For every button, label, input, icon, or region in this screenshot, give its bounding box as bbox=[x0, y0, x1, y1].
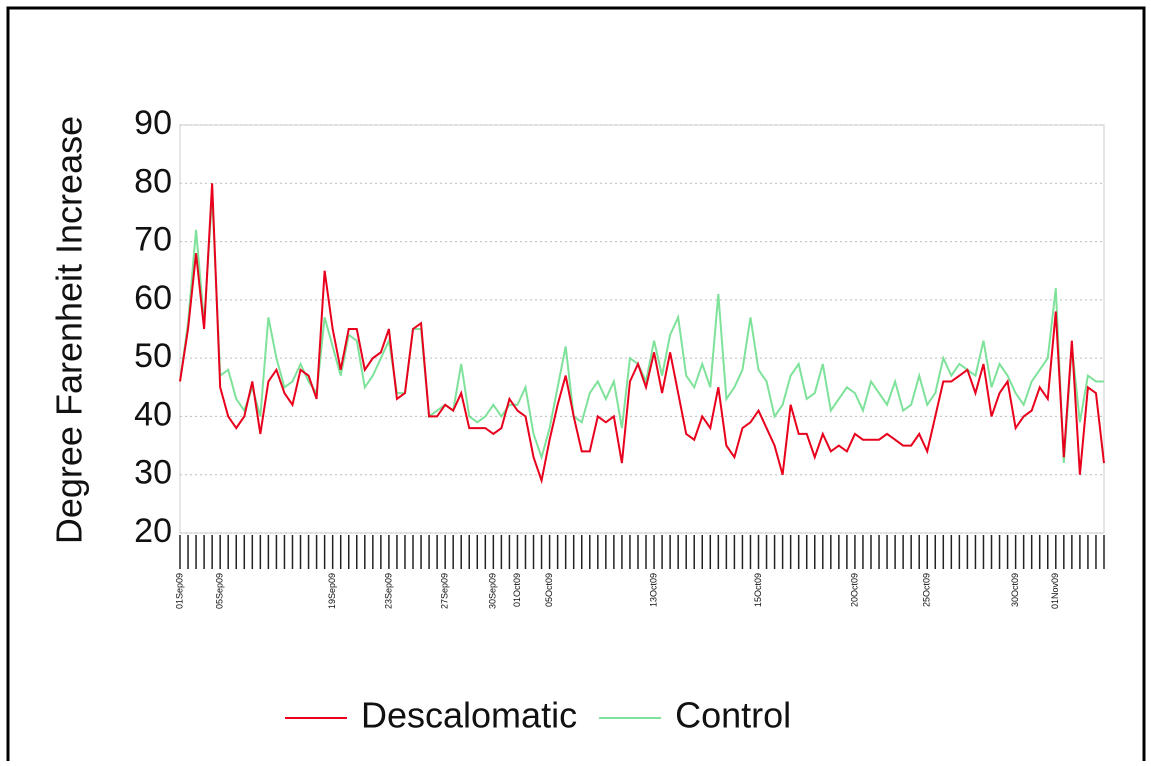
x-tick-label: 20Oct09 bbox=[849, 573, 859, 607]
x-tick-label: 30Sep09 bbox=[488, 573, 498, 609]
x-tick-label: 01Oct09 bbox=[512, 573, 522, 607]
y-axis-label: Degree Farenheit Increase bbox=[49, 116, 90, 544]
y-tick-label: 80 bbox=[134, 162, 172, 200]
series-line bbox=[179, 183, 1105, 485]
x-tick-label: 19Sep09 bbox=[327, 573, 337, 609]
y-tick-label: 20 bbox=[134, 512, 172, 550]
x-tick-label: 05Sep09 bbox=[215, 573, 225, 609]
y-tick-label: 40 bbox=[134, 395, 172, 433]
y-tick-label: 60 bbox=[134, 279, 172, 317]
frame bbox=[6, 6, 1146, 766]
x-tick-label: 01Nov09 bbox=[1050, 573, 1060, 609]
series-line bbox=[179, 194, 1104, 464]
y-tick-label: 30 bbox=[134, 454, 172, 492]
y-tick-label: 90 bbox=[134, 104, 172, 142]
x-tick-label: 01Sep09 bbox=[174, 573, 184, 609]
plot-area bbox=[179, 124, 1105, 534]
x-tick-label: 13Oct09 bbox=[648, 573, 658, 607]
x-tick-label: 25Oct09 bbox=[922, 573, 932, 607]
x-tick-label: 05Oct09 bbox=[544, 573, 554, 607]
y-tick-label: 50 bbox=[134, 337, 172, 375]
legend-label: Descalomatic bbox=[361, 695, 577, 736]
legend-label: Control bbox=[675, 695, 791, 736]
x-tick-label: 23Sep09 bbox=[383, 573, 393, 609]
x-tick-label: 27Sep09 bbox=[440, 573, 450, 609]
x-tick-label: 15Oct09 bbox=[753, 573, 763, 607]
x-tick-label: 30Oct09 bbox=[1010, 573, 1020, 607]
y-tick-label: 70 bbox=[134, 221, 172, 259]
